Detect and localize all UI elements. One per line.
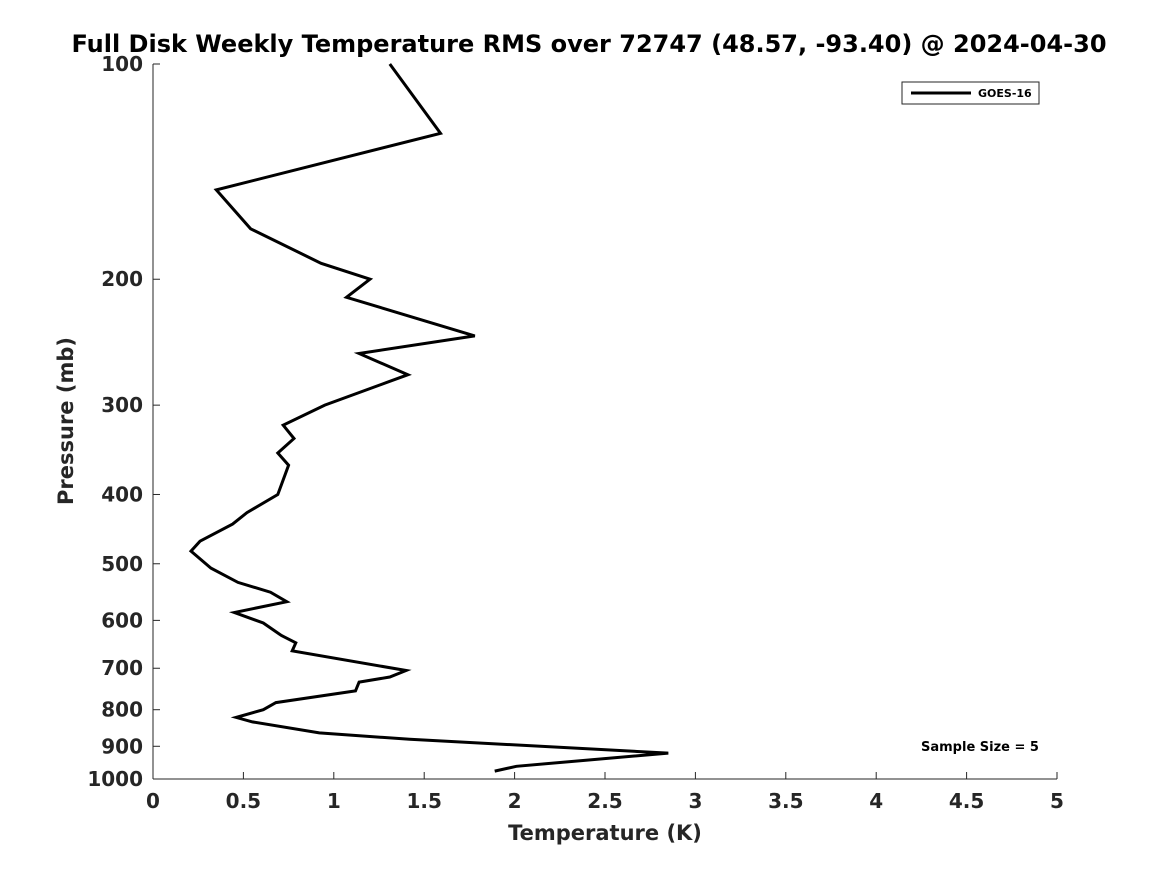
x-tick-label: 1.5	[406, 789, 441, 813]
chart-title: Full Disk Weekly Temperature RMS over 72…	[71, 30, 1106, 58]
x-tick-label: 1	[327, 789, 341, 813]
x-tick-label: 4.5	[949, 789, 984, 813]
x-tick-label: 4	[869, 789, 883, 813]
x-axis-label: Temperature (K)	[508, 821, 702, 845]
y-tick-label: 200	[101, 267, 143, 291]
legend: GOES-16	[901, 81, 1040, 105]
x-axis-ticks: 0 0.5 1 1.5 2 2.5 3 3.5 4 4.5 5	[146, 772, 1064, 813]
y-tick-label: 300	[101, 393, 143, 417]
series-layer	[188, 63, 669, 773]
y-tick-label: 100	[101, 52, 143, 76]
x-tick-label: 3	[688, 789, 702, 813]
y-axis-ticks: 100 200 300 400 500 600 700 800 900 1000	[87, 52, 160, 791]
y-tick-label: 1000	[87, 767, 143, 791]
x-tick-label: 0.5	[226, 789, 261, 813]
x-tick-label: 2	[508, 789, 522, 813]
x-tick-label: 2.5	[587, 789, 622, 813]
legend-label-goes-16: GOES-16	[978, 87, 1032, 100]
x-tick-label: 5	[1050, 789, 1064, 813]
y-tick-label: 400	[101, 482, 143, 506]
sample-size-annotation: Sample Size = 5	[921, 740, 1039, 755]
y-axis-label: Pressure (mb)	[54, 337, 78, 505]
y-tick-label: 700	[101, 656, 143, 680]
y-tick-label: 500	[101, 552, 143, 576]
y-tick-label: 800	[101, 698, 143, 722]
x-tick-label: 3.5	[768, 789, 803, 813]
x-tick-label: 0	[146, 789, 160, 813]
series-line-goes-16	[188, 63, 669, 773]
y-tick-label: 600	[101, 608, 143, 632]
y-tick-label: 900	[101, 734, 143, 758]
